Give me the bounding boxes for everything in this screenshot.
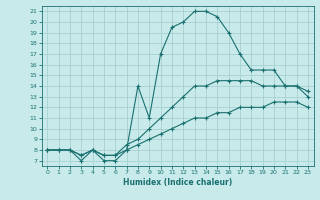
X-axis label: Humidex (Indice chaleur): Humidex (Indice chaleur)	[123, 178, 232, 187]
